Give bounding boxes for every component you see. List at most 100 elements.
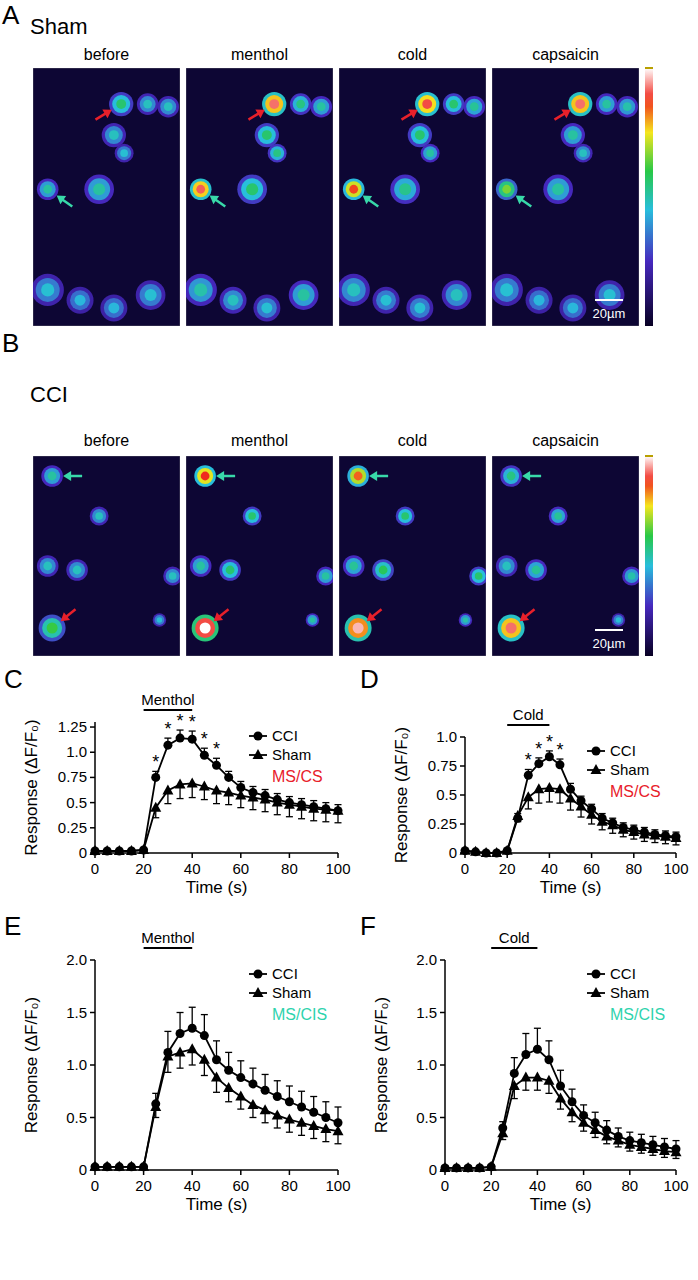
cell-halo — [559, 294, 586, 321]
arrow-head — [57, 196, 66, 205]
x-tick-label: 80 — [621, 1177, 638, 1194]
data-point — [200, 751, 209, 760]
cell — [418, 95, 436, 113]
frame-label: menthol — [231, 432, 288, 449]
error-bar-cap — [557, 1108, 564, 1109]
image-frame — [492, 68, 639, 326]
image-background — [339, 68, 486, 326]
error-bar-cap — [592, 1137, 599, 1138]
cell — [599, 284, 621, 306]
data-point — [151, 773, 160, 782]
cell — [376, 290, 396, 310]
legend: CCISham — [249, 727, 311, 763]
x-tick-label: 0 — [91, 860, 99, 877]
cell-core — [381, 295, 392, 306]
frame-label: before — [84, 432, 129, 449]
error-bar-cap — [335, 1106, 342, 1107]
y-tick-label: 2.0 — [66, 951, 87, 968]
cell-core — [422, 99, 432, 109]
y-tick-label: 0 — [79, 844, 87, 861]
x-tick — [289, 1170, 291, 1175]
cell — [222, 562, 238, 578]
error-bar-cap — [567, 809, 574, 810]
error-bar-cap — [274, 793, 281, 794]
cell-core — [475, 572, 483, 580]
series-line — [95, 1028, 338, 1167]
arrow-head — [408, 110, 417, 119]
data-point — [586, 809, 597, 819]
data-point — [297, 1103, 306, 1112]
error-bar-cap — [522, 1090, 529, 1091]
error-bar-cap — [286, 1132, 293, 1133]
cell-core — [41, 283, 54, 296]
y-tick-label: 1.0 — [416, 1056, 437, 1073]
cell-core — [317, 102, 326, 111]
error-bar-cap — [649, 1136, 656, 1137]
x-axis-label: Time (s) — [540, 878, 602, 897]
data-point — [162, 785, 173, 795]
image-background — [186, 456, 333, 656]
data-point — [601, 1130, 612, 1140]
legend-marker — [591, 987, 602, 997]
data-point — [597, 816, 608, 826]
error-bar-cap — [249, 786, 256, 787]
arrow-head — [216, 471, 224, 481]
cell-halo — [561, 123, 585, 147]
error-bar-cap — [535, 802, 542, 803]
error-bar-cap — [164, 1031, 171, 1032]
error-bar-cap — [298, 818, 305, 819]
error-bar-cap — [322, 1101, 329, 1102]
error-bar-cap — [545, 1093, 552, 1094]
cell-core — [628, 572, 636, 580]
figure: AShambeforementholcoldcapsaicin20µmBCCIb… — [0, 0, 698, 1280]
data-point — [272, 1109, 283, 1119]
series-line — [445, 1049, 676, 1168]
x-tick-label: 40 — [184, 860, 201, 877]
data-point — [321, 1113, 330, 1122]
data-point — [138, 1161, 149, 1171]
cell-core — [48, 472, 57, 481]
data-point — [491, 847, 502, 857]
frame-label: menthol — [231, 46, 288, 63]
x-tick-label: 40 — [541, 860, 558, 877]
x-tick-label: 0 — [441, 1177, 449, 1194]
y-tick — [90, 802, 95, 804]
panel-letter: A — [2, 0, 20, 30]
cell-halo — [253, 294, 280, 321]
x-tick-label: 60 — [583, 860, 600, 877]
arrow-head — [363, 196, 372, 205]
x-axis-label: Time (s) — [530, 1195, 592, 1214]
chart: D00.250.50.751.0020406080100Time (s)Resp… — [360, 664, 689, 897]
cell — [42, 618, 62, 638]
error-bar-cap — [615, 1127, 622, 1128]
cell-core — [379, 566, 388, 575]
cell-halo — [469, 567, 486, 586]
plot-area — [90, 730, 344, 855]
y-tick — [460, 765, 465, 767]
data-point — [566, 785, 575, 794]
error-bar-cap — [525, 808, 532, 809]
data-point — [613, 1135, 624, 1145]
cell-halo — [190, 178, 212, 200]
cell-core — [120, 149, 128, 157]
cell — [112, 95, 130, 113]
data-point — [188, 735, 197, 744]
cell-core — [43, 185, 52, 194]
data-point — [163, 741, 172, 750]
data-point — [576, 801, 587, 811]
cell — [499, 558, 515, 574]
cell — [245, 509, 259, 523]
legend-label: CCI — [272, 965, 298, 982]
cell-core — [298, 289, 310, 301]
cell-core — [145, 289, 157, 301]
significance-star: * — [556, 740, 563, 760]
error-bar-cap — [286, 1085, 293, 1086]
cell — [223, 290, 243, 310]
cell-halo — [33, 274, 64, 306]
error-bar-cap — [557, 1070, 564, 1071]
error-bar-cap — [673, 844, 680, 845]
data-point — [90, 1161, 101, 1171]
error-bar-cap — [661, 1138, 668, 1139]
x-tick — [629, 1170, 631, 1175]
arrow-head — [102, 110, 111, 119]
